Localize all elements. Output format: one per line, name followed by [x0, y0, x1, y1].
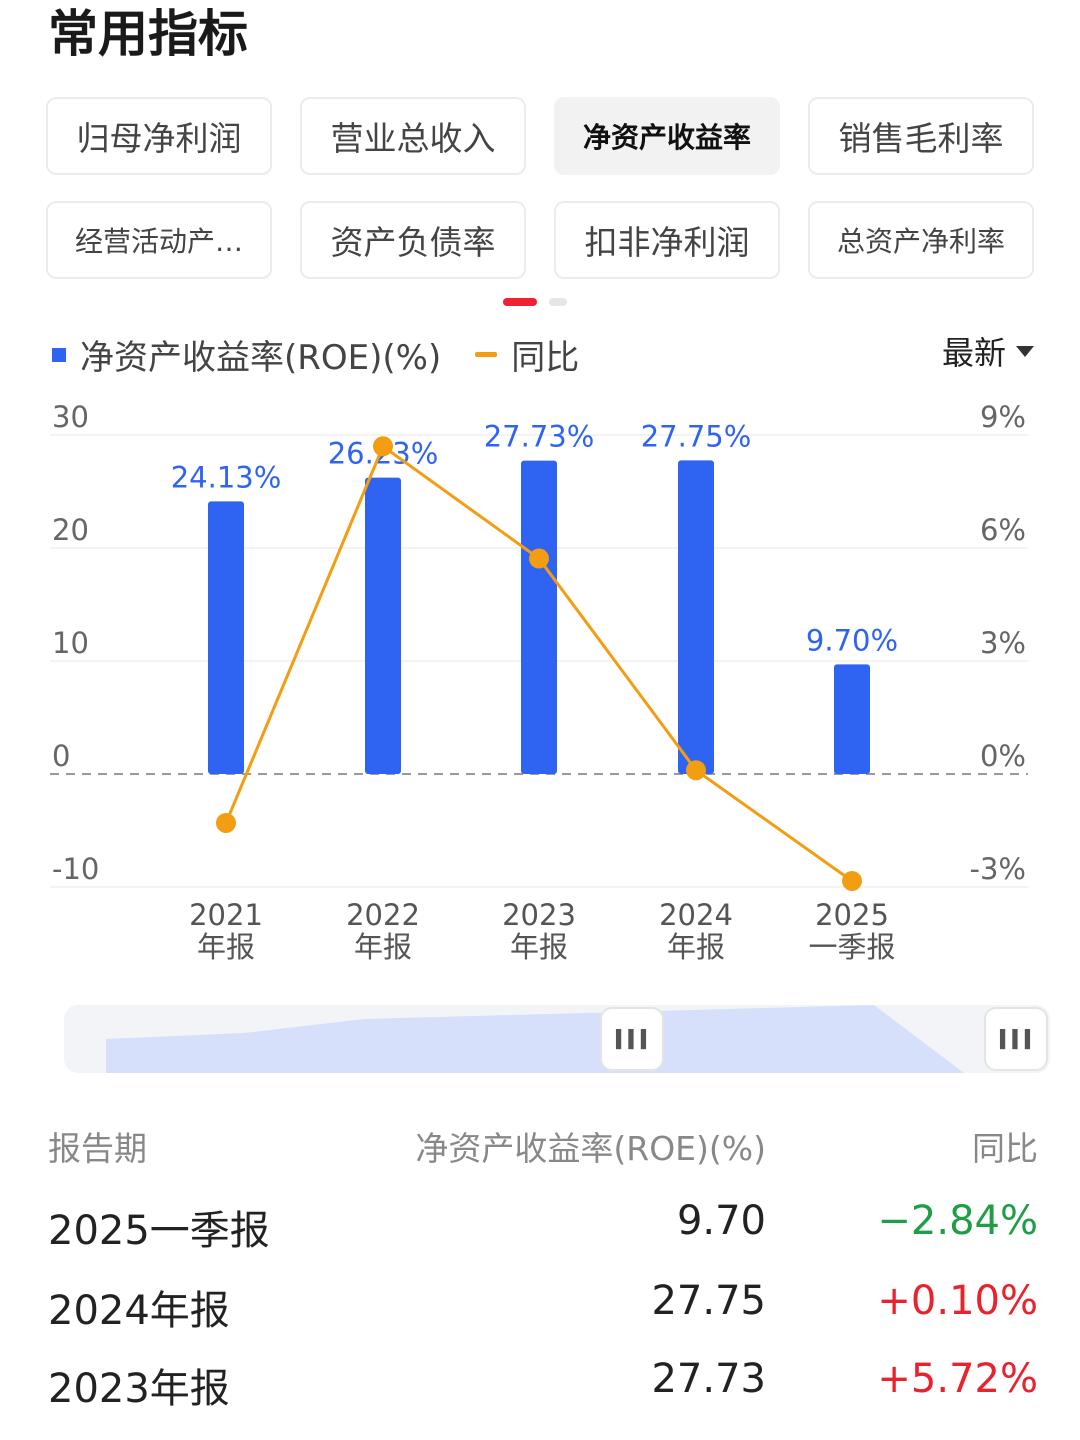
y-right-tick-label: 0% — [980, 739, 1026, 773]
y-right-tick-label: 3% — [980, 626, 1026, 660]
row-period: 2025一季报 — [48, 1208, 270, 1254]
row-yoy: +5.72% — [877, 1356, 1038, 1402]
roe-bar-value-label: 27.75% — [641, 419, 752, 453]
roe-bar-value-label: 27.73% — [484, 420, 595, 454]
x-tick-period: 年报 — [197, 930, 255, 964]
x-tick-year: 2023 — [502, 898, 576, 932]
tab-roe[interactable]: 净资产收益率 — [554, 97, 780, 175]
x-tick-period: 年报 — [667, 930, 725, 964]
tab-roa[interactable]: 总资产净利率 — [808, 201, 1034, 279]
slider-handle-right[interactable]: III — [984, 1007, 1048, 1071]
table-row[interactable]: 2023年报 27.73 +5.72% — [48, 1356, 1038, 1416]
row-period: 2023年报 — [48, 1366, 230, 1412]
tab-operating-cashflow[interactable]: 经营活动产… — [46, 201, 272, 279]
tab-debt-ratio[interactable]: 资产负债率 — [300, 201, 526, 279]
caret-down-icon — [1016, 345, 1035, 357]
table-header: 报告期 净资产收益率(ROE)(%) 同比 — [48, 1122, 1038, 1172]
y-right-tick-label: 9% — [980, 400, 1026, 434]
x-tick-year: 2025 — [815, 898, 889, 932]
y-left-tick-label: 30 — [52, 400, 89, 434]
header-period: 报告期 — [48, 1129, 147, 1168]
table-row[interactable]: 2024年报 27.75 +0.10% — [48, 1278, 1038, 1338]
x-tick-period: 一季报 — [808, 930, 895, 964]
y-left-tick-label: 20 — [52, 513, 89, 547]
tab-deducted-net-profit[interactable]: 扣非净利润 — [554, 201, 780, 279]
y-right-tick-label: 6% — [980, 513, 1026, 547]
bar-legend-swatch — [52, 347, 66, 362]
page-title: 常用指标 — [48, 5, 248, 63]
roe-bar — [521, 460, 557, 774]
tab-gross-margin[interactable]: 销售毛利率 — [808, 97, 1034, 175]
x-tick-year: 2024 — [659, 898, 733, 932]
row-value: 27.73 — [651, 1356, 766, 1402]
line-legend-label: 同比 — [511, 338, 580, 378]
slider-handle-left[interactable]: III — [600, 1007, 664, 1071]
period-selector[interactable]: 最新 — [942, 328, 1035, 374]
y-left-tick-label: -10 — [52, 852, 99, 886]
row-value: 27.75 — [651, 1278, 766, 1324]
roe-bar-value-label: 24.13% — [171, 460, 282, 494]
y-left-tick-label: 10 — [52, 626, 89, 660]
tab-revenue[interactable]: 营业总收入 — [300, 97, 526, 175]
x-tick-period: 年报 — [510, 930, 568, 964]
y-right-tick-label: -3% — [970, 852, 1026, 886]
roe-bar — [208, 501, 244, 774]
row-yoy: −2.84% — [877, 1198, 1038, 1244]
line-legend-swatch — [475, 352, 498, 357]
x-tick-year: 2021 — [189, 898, 263, 932]
x-tick-period: 年报 — [354, 930, 412, 964]
yoy-point — [216, 812, 236, 833]
page-dot-active — [503, 298, 537, 306]
yoy-point — [529, 548, 549, 569]
y-left-tick-label: 0 — [52, 739, 70, 773]
period-selector-label: 最新 — [942, 334, 1007, 372]
row-period: 2024年报 — [48, 1288, 230, 1334]
bar-legend-label: 净资产收益率(ROE)(%) — [80, 338, 442, 378]
roe-bar — [834, 664, 870, 774]
roe-bar — [678, 460, 714, 774]
x-tick-year: 2022 — [346, 898, 420, 932]
roe-bar-value-label: 9.70% — [806, 623, 898, 657]
roe-chart: 3020100-109%6%3%0%-3%24.13%26.23%27.73%2… — [50, 400, 1028, 964]
tab-net-profit[interactable]: 归母净利润 — [46, 97, 272, 175]
range-slider[interactable]: III III — [64, 1005, 1050, 1073]
yoy-point — [842, 870, 862, 891]
chart-legend: 净资产收益率(ROE)(%) 同比 — [52, 330, 579, 379]
row-value: 9.70 — [676, 1198, 766, 1244]
header-yoy: 同比 — [972, 1129, 1038, 1168]
yoy-point — [686, 760, 706, 781]
roe-bar — [365, 477, 401, 774]
yoy-point — [373, 436, 393, 457]
table-row[interactable]: 2025一季报 9.70 −2.84% — [48, 1198, 1038, 1258]
header-roe: 净资产收益率(ROE)(%) — [415, 1129, 766, 1168]
slider-track — [64, 1005, 1050, 1073]
row-yoy: +0.10% — [877, 1278, 1038, 1324]
page-dot[interactable] — [549, 298, 567, 306]
